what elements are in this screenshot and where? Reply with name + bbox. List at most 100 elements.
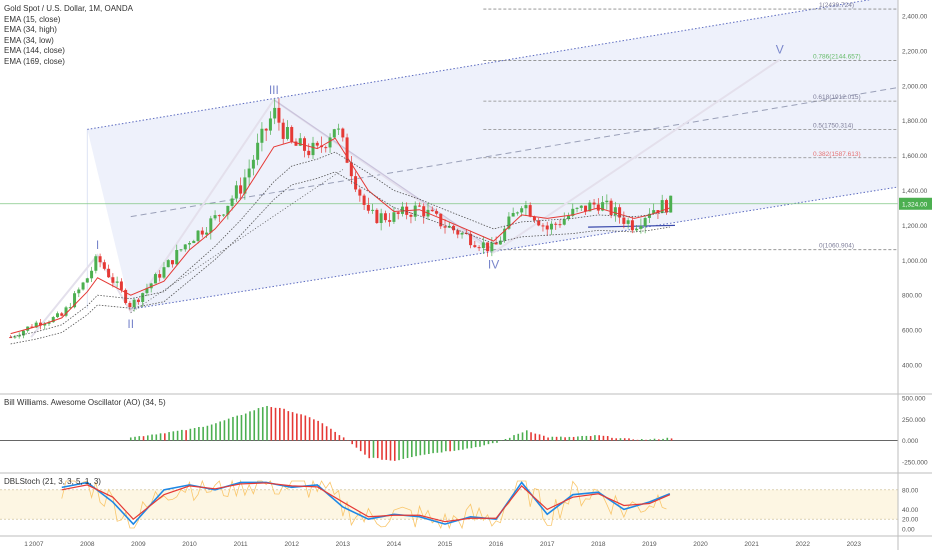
stoch-panel [0, 479, 898, 530]
candle-body [277, 107, 281, 123]
candle-body [345, 137, 349, 163]
candle-body [520, 208, 524, 213]
candle-body [222, 214, 226, 216]
candle-body [285, 127, 289, 139]
candle-body [400, 206, 404, 214]
candle-body [503, 228, 507, 241]
candle-body [417, 205, 421, 207]
candle-body [217, 215, 221, 217]
candle-body [383, 213, 387, 221]
time-label-0: 1 [24, 541, 28, 548]
candle-body [545, 225, 549, 230]
fib-label-3: 0.5(1750.314) [813, 122, 853, 129]
candle-body [268, 118, 272, 131]
candle-body [498, 240, 502, 245]
candle-body [354, 176, 358, 190]
candle-body [247, 168, 251, 178]
candle-body [430, 209, 434, 212]
time-label-1: 2007 [29, 541, 44, 548]
candle-body [132, 299, 136, 308]
candle-body [64, 307, 68, 316]
candle-body [409, 214, 413, 217]
candle-body [452, 225, 456, 231]
time-label-13: 2019 [642, 541, 657, 548]
candle-body [460, 232, 464, 235]
candle-body [575, 207, 579, 209]
candle-body [166, 260, 170, 268]
candle-body [349, 162, 353, 177]
candle-body [196, 230, 200, 241]
ema34-line [10, 151, 670, 338]
candle-body [302, 138, 306, 151]
candle-body [256, 142, 260, 160]
ao-tick-0: 500.000 [902, 396, 926, 403]
candle-body [170, 260, 174, 265]
fib-label-0: 1(2439.724) [819, 2, 854, 9]
candle-body [175, 250, 179, 265]
time-label-2: 2008 [80, 541, 95, 548]
candle-body [119, 281, 123, 290]
candle-body [439, 213, 443, 227]
candle-body [264, 128, 268, 131]
candle-body [85, 278, 89, 283]
current-price-tag [899, 197, 932, 210]
candle-body [136, 299, 140, 302]
candle-body [643, 217, 647, 226]
candle-body [537, 220, 541, 226]
time-label-5: 2011 [234, 541, 248, 548]
candle-body [158, 274, 162, 278]
candle-body [107, 268, 111, 278]
candle-body [47, 322, 51, 324]
stoch-tick-0: 80.00 [902, 487, 919, 494]
indicator-ema34-low[interactable]: EMA (34, low) [4, 35, 54, 45]
candle-body [21, 330, 25, 336]
candle-body [179, 249, 183, 251]
price-tick-8: 800.00 [902, 293, 922, 300]
ao-tick-3: -250.000 [902, 459, 928, 466]
stoch-d-line [61, 482, 671, 523]
candle-body [664, 200, 668, 213]
candle-body [337, 128, 341, 130]
candle-body [647, 213, 651, 218]
candle-body [528, 205, 532, 217]
candle-body [209, 218, 213, 233]
candle-body [43, 323, 47, 326]
candle-body [226, 205, 230, 215]
ao-title[interactable]: Bill Williams. Awesome Oscillator (AO) (… [4, 398, 166, 407]
indicator-ema144[interactable]: EMA (144, close) [4, 46, 65, 55]
candle-body [230, 198, 234, 206]
candle-body [153, 274, 157, 284]
candle-body [73, 293, 77, 308]
candle-body [239, 185, 243, 194]
indicator-ema169[interactable]: EMA (169, close) [4, 56, 65, 66]
candle-body [290, 127, 294, 142]
candle-body [609, 200, 613, 216]
candle-body [205, 232, 209, 235]
candle-body [281, 122, 285, 139]
wave-label-IV: IV [488, 257, 499, 271]
candle-body [554, 223, 558, 225]
candle-body [469, 233, 473, 246]
indicator-ema15[interactable]: EMA (15, close) [4, 14, 61, 24]
candle-body [56, 313, 60, 318]
candle-body [486, 242, 490, 252]
candle-body [669, 195, 673, 213]
candle-body [549, 223, 553, 230]
candle-body [30, 326, 34, 328]
candle-body [494, 242, 498, 245]
candle-body [68, 307, 72, 309]
stoch-title[interactable]: DBLStoch (21, 3, 3, 5, 1, 3) [4, 477, 101, 486]
candle-body [660, 200, 664, 214]
fib-label-2: 0.618(1912.015) [813, 94, 861, 101]
candle-body [375, 209, 379, 223]
candle-body [362, 195, 366, 205]
time-label-14: 2020 [693, 541, 708, 548]
candle-body [592, 202, 596, 205]
channel-upper-line [87, 0, 872, 130]
indicator-ema34-high[interactable]: EMA (34, high) [4, 25, 57, 34]
time-label-17: 2023 [847, 541, 862, 548]
price-tick-6: 1,200.00 [902, 223, 928, 230]
candle-body [81, 282, 85, 290]
